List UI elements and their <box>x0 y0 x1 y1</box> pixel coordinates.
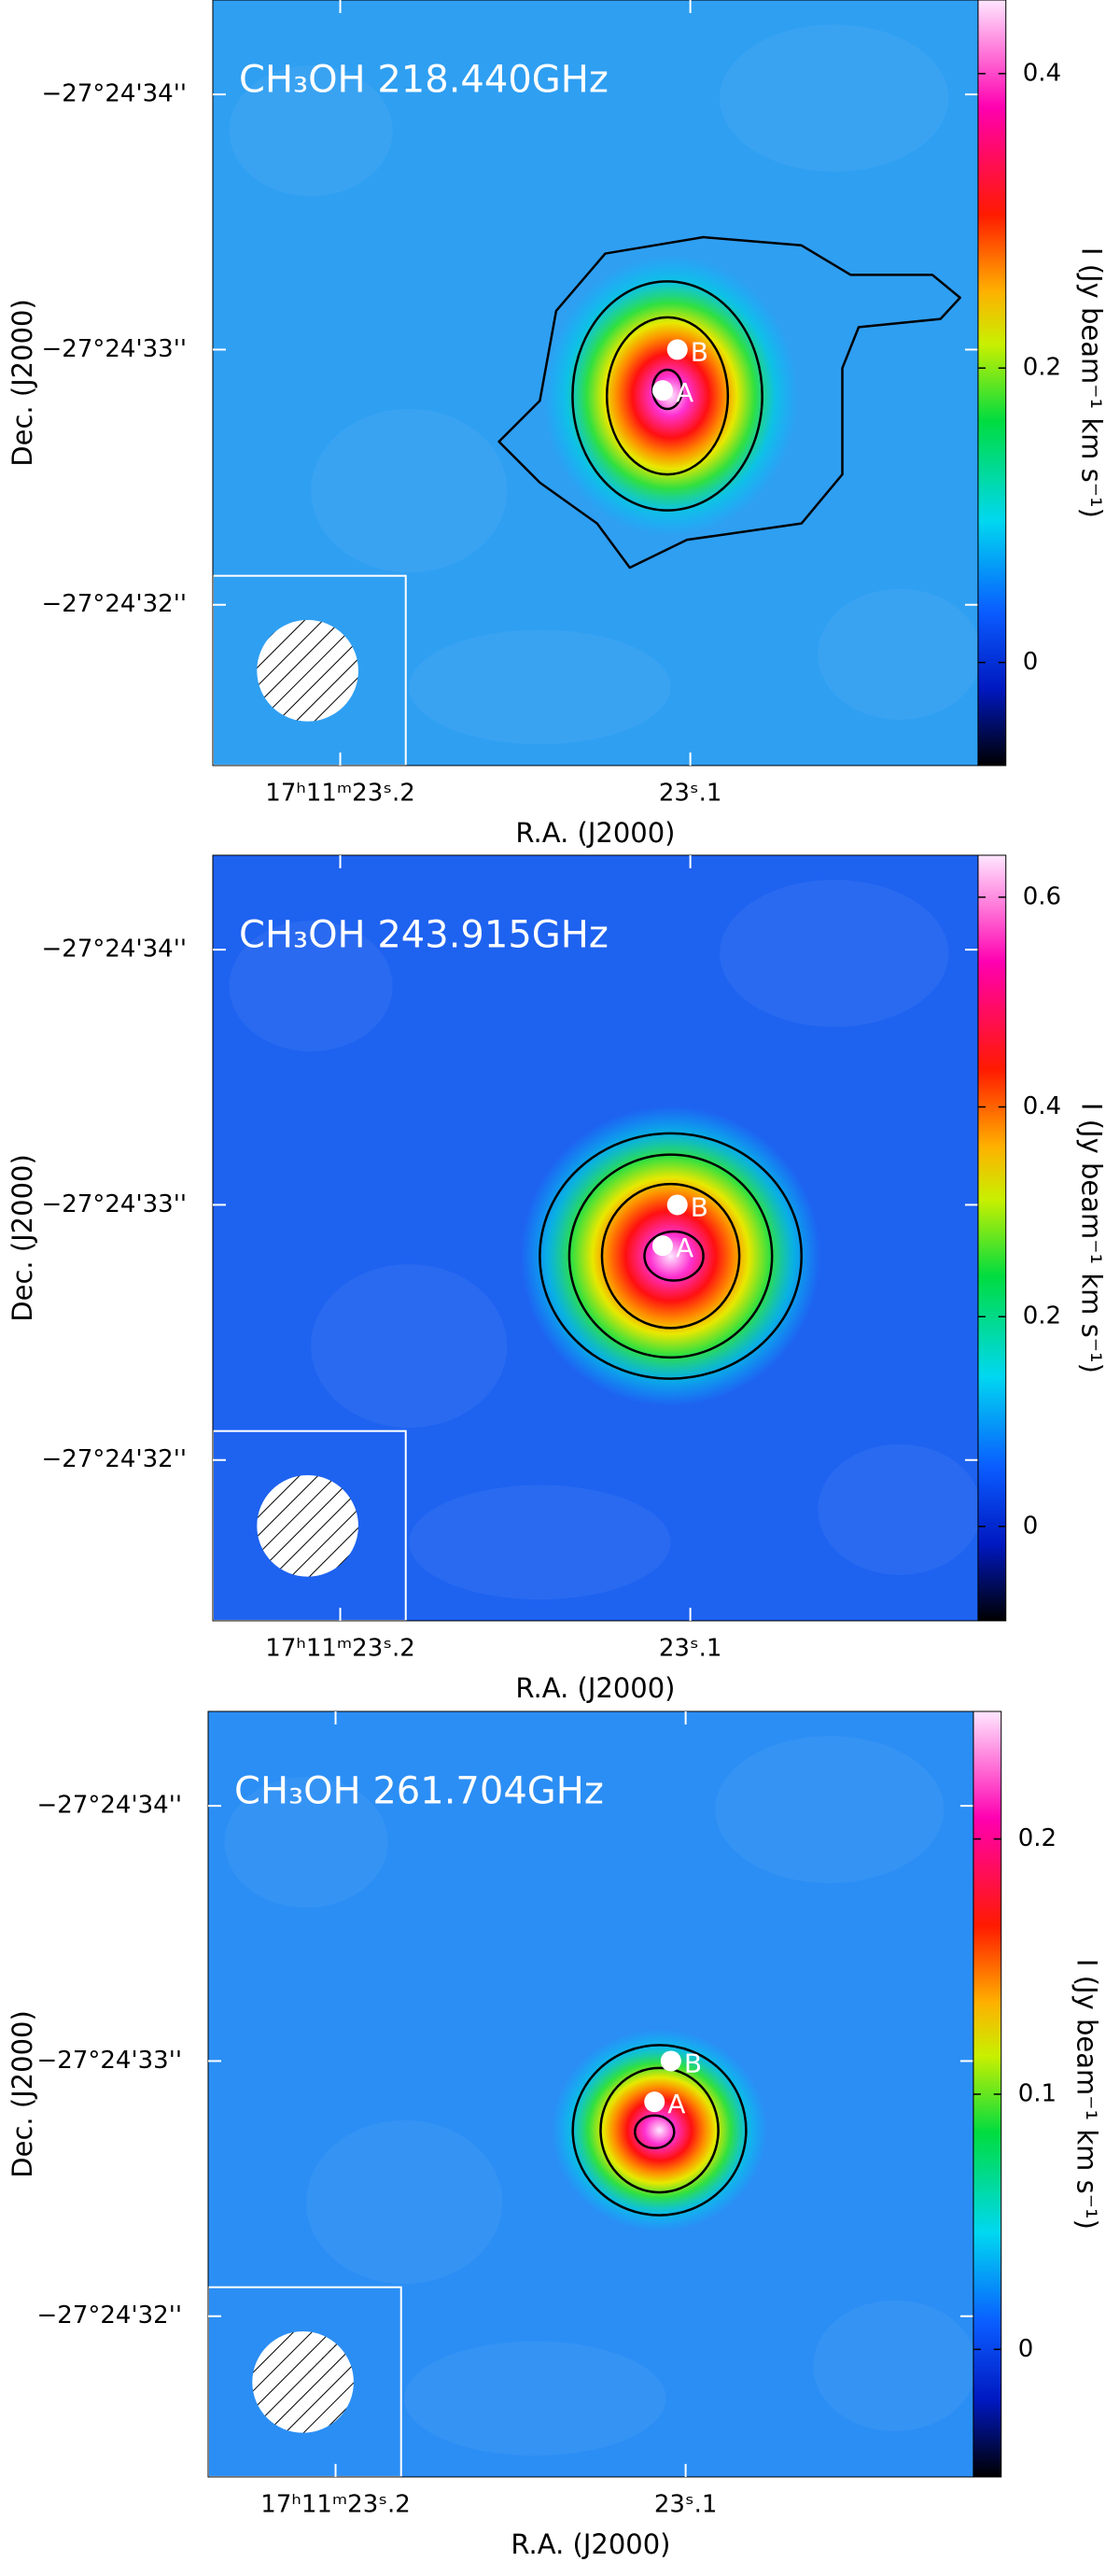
colorbar-tick-label: 0 <box>1023 648 1039 676</box>
x-axis-label: R.A. (J2000) <box>511 2528 670 2560</box>
noise <box>715 1736 945 1883</box>
beam-box <box>213 574 407 766</box>
emission <box>551 2028 768 2232</box>
x-axis-label: R.A. (J2000) <box>515 1672 675 1704</box>
panel-title: CH₃OH 261.704GHz <box>234 1770 604 1813</box>
x-tick-label: 23ˢ.1 <box>659 779 722 807</box>
colorbar-tick-label: 0.4 <box>1023 59 1061 87</box>
source-label: A <box>667 2089 685 2119</box>
noise <box>404 2341 666 2456</box>
source-label: A <box>676 377 693 408</box>
y-axis-label: Dec. (J2000) <box>7 299 38 467</box>
colorbar-tick-label: 0.2 <box>1018 1824 1057 1852</box>
y-axis-label: Dec. (J2000) <box>7 2010 38 2178</box>
colorbar-tick-label: 0.2 <box>1023 1302 1061 1330</box>
noise <box>311 408 508 573</box>
y-tick-label: −27°24'33'' <box>37 2047 182 2075</box>
y-axis-label: Dec. (J2000) <box>7 1154 38 1322</box>
source-marker <box>660 2050 681 2072</box>
beam-box <box>208 2286 402 2477</box>
map <box>213 880 978 1621</box>
colorbar-tick-label: 0.2 <box>1023 354 1061 382</box>
beam <box>257 620 358 722</box>
noise <box>720 24 949 172</box>
noise <box>409 1485 671 1600</box>
contour <box>497 235 961 570</box>
x-tick-label: 17ʰ11ᵐ23ˢ.2 <box>265 1634 414 1662</box>
beam <box>252 2331 354 2433</box>
y-tick-label: −27°24'34'' <box>42 80 187 108</box>
noise <box>409 629 671 745</box>
noise <box>311 1264 508 1429</box>
x-tick-label: 23ˢ.1 <box>654 2490 718 2518</box>
x-tick-label: 23ˢ.1 <box>659 1634 722 1662</box>
y-tick-label: −27°24'34'' <box>42 936 187 964</box>
x-tick-label: 17ʰ11ᵐ23ˢ.2 <box>260 2490 410 2518</box>
panel: CH₃OH 261.704GHz AB 17ʰ11ᵐ23ˢ.2 23ˢ.1 −27°24… <box>7 1710 1103 2560</box>
contour <box>571 2044 748 2217</box>
y-tick-label: −27°24'33'' <box>42 1190 187 1218</box>
panel-title: CH₃OH 243.915GHz <box>239 914 609 957</box>
source-label: B <box>684 2048 702 2078</box>
source-label: B <box>691 336 708 367</box>
y-tick-label: −27°24'32'' <box>37 2302 182 2330</box>
noise <box>720 880 949 1027</box>
source-marker <box>666 1194 688 1216</box>
contour <box>571 280 763 512</box>
noise <box>813 2300 973 2431</box>
panel: CH₃OH 218.440GHz AB 17ʰ11ᵐ23ˢ.2 23ˢ.1 −27°24… <box>7 0 1108 849</box>
contour <box>567 1153 774 1359</box>
noise <box>229 65 393 197</box>
colorbar-tick-label: 0.4 <box>1023 1092 1061 1120</box>
colorbar-tick-label: 0 <box>1023 1512 1039 1540</box>
panel-title: CH₃OH 218.440GHz <box>239 59 609 102</box>
emission <box>520 1105 821 1407</box>
colorbar <box>977 0 1007 767</box>
noise <box>306 2120 503 2285</box>
y-tick-label: −27°24'33'' <box>42 335 187 363</box>
colorbar-label: I (Jy beam⁻¹ km s⁻¹) <box>1071 1959 1103 2230</box>
colorbar-tick-label: 0 <box>1018 2335 1034 2363</box>
y-tick-label: −27°24'32'' <box>42 1445 187 1473</box>
y-tick-label: −27°24'32'' <box>42 590 187 618</box>
panel: CH₃OH 243.915GHz AB 17ʰ11ᵐ23ˢ.2 23ˢ.1 −27°24… <box>7 854 1108 1704</box>
contour <box>605 316 730 476</box>
source-label: A <box>676 1232 693 1263</box>
map <box>208 1736 973 2477</box>
beam-box <box>213 1429 407 1621</box>
noise <box>818 588 978 720</box>
y-tick-label: −27°24'34'' <box>37 1792 182 1820</box>
source-marker <box>651 1235 673 1257</box>
noise <box>818 1443 978 1575</box>
x-tick-label: 17ʰ11ᵐ23ˢ.2 <box>265 779 414 807</box>
beam <box>257 1475 358 1577</box>
map <box>213 24 978 766</box>
colorbar-tick-label: 0.1 <box>1018 2079 1057 2107</box>
noise <box>224 1777 388 1908</box>
contour <box>643 1230 705 1282</box>
contour <box>599 2066 720 2194</box>
source-marker <box>644 2091 665 2113</box>
colorbar <box>977 854 1007 1622</box>
colorbar-label: I (Jy beam⁻¹ km s⁻¹) <box>1076 1103 1108 1373</box>
colorbar-label: I (Jy beam⁻¹ km s⁻¹) <box>1076 247 1108 518</box>
source-marker <box>651 380 673 401</box>
contour <box>634 2114 676 2150</box>
source-marker <box>666 339 688 360</box>
source-label: B <box>691 1191 708 1222</box>
colorbar-tick-label: 0.6 <box>1023 882 1061 910</box>
x-axis-label: R.A. (J2000) <box>515 817 675 849</box>
contour <box>539 1132 803 1380</box>
contour <box>600 1182 741 1330</box>
noise <box>229 921 393 1052</box>
